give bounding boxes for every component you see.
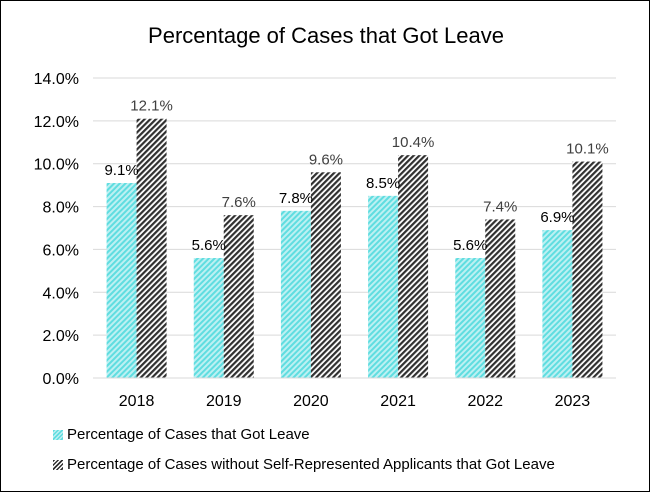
data-label-series-2: 10.1%	[566, 141, 609, 158]
bar-series-2	[485, 219, 516, 378]
data-label-series-1: 6.9%	[540, 209, 574, 226]
y-tick-label: 8.0%	[43, 200, 79, 217]
axes: 0.0% 2.0% 4.0% 6.0% 8.0% 10.0% 12.0% 14.0% 2018 2…	[34, 71, 616, 410]
bar-series-1	[106, 183, 137, 378]
y-tick-label: 10.0%	[34, 157, 79, 174]
x-tick-label: 2022	[467, 393, 503, 410]
legend-label-series-1: Percentage of Cases that Got Leave	[67, 426, 310, 443]
x-tick-label: 2019	[206, 393, 242, 410]
bar-series-2	[136, 118, 167, 378]
x-tick-label: 2021	[380, 393, 416, 410]
y-tick-label: 6.0%	[43, 242, 79, 259]
chart-title: Percentage of Cases that Got Leave	[148, 23, 504, 48]
gridlines	[93, 77, 616, 336]
y-tick-label: 4.0%	[43, 285, 79, 302]
legend-swatch-dark-icon	[53, 459, 63, 470]
y-tick-label: 0.0%	[43, 371, 79, 388]
x-tick-label: 2023	[555, 393, 591, 410]
legend-item-series-1: Percentage of Cases that Got Leave	[53, 426, 310, 443]
y-tick-label: 14.0%	[34, 71, 79, 88]
data-label-series-1: 5.6%	[453, 237, 487, 254]
data-label-series-1: 8.5%	[366, 175, 400, 192]
data-label-series-1: 9.1%	[104, 162, 138, 179]
data-label-series-2: 7.6%	[222, 194, 256, 211]
y-tick-label: 12.0%	[34, 114, 79, 131]
legend-item-series-2: Percentage of Cases without Self-Represe…	[53, 456, 555, 473]
data-label-series-1: 7.8%	[279, 190, 313, 207]
bar-series-2	[398, 155, 429, 378]
x-tick-label: 2020	[293, 393, 329, 410]
bar-series-2	[223, 215, 254, 378]
bar-series-2	[310, 172, 341, 378]
bars	[106, 118, 603, 378]
data-label-series-2: 12.1%	[130, 98, 173, 115]
bar-series-1	[193, 258, 224, 378]
y-tick-label: 2.0%	[43, 328, 79, 345]
data-label-series-2: 7.4%	[483, 198, 517, 215]
legend-label-series-2: Percentage of Cases without Self-Represe…	[67, 456, 555, 473]
data-label-series-1: 5.6%	[192, 237, 226, 254]
data-label-series-2: 10.4%	[392, 134, 435, 151]
data-labels: 9.1% 12.1% 5.6% 7.6% 7.8% 9.6% 8.5% 10.4% 5.6% 7.…	[104, 98, 608, 254]
legend-swatch-cyan-icon	[53, 429, 63, 440]
bar-series-2	[572, 161, 603, 378]
x-tick-label: 2018	[119, 393, 155, 410]
bar-series-1	[368, 195, 399, 378]
bar-series-1	[542, 230, 573, 378]
bar-series-1	[280, 210, 311, 378]
bar-series-1	[455, 258, 486, 378]
data-label-series-2: 9.6%	[309, 151, 343, 168]
